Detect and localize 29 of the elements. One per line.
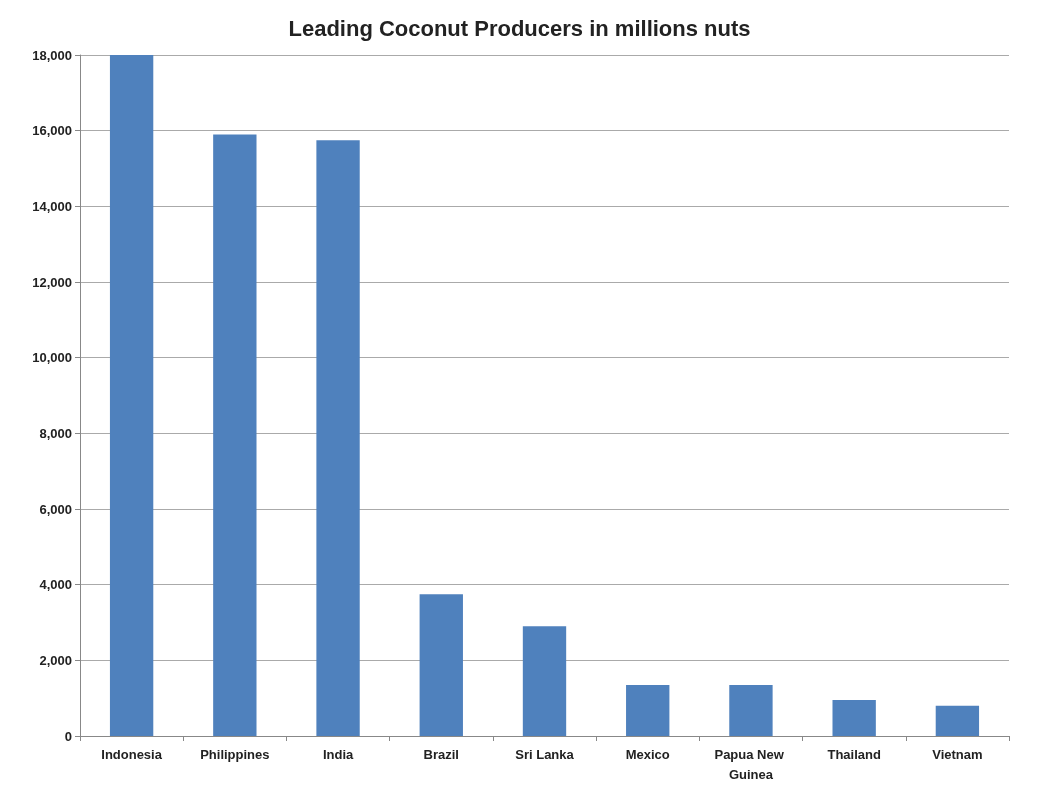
bar — [626, 684, 670, 736]
x-tick-label: Vietnam — [932, 746, 983, 762]
x-tick-label: India — [322, 746, 354, 762]
y-tick-label: 8,000 — [39, 425, 72, 441]
y-tick-label: 12,000 — [32, 274, 72, 290]
bar — [522, 626, 567, 736]
y-tick-label: 10,000 — [32, 350, 72, 366]
x-tick-label: Philippines — [200, 746, 270, 762]
chart-title: Leading Coconut Producers in millions nuts — [288, 15, 751, 41]
x-tick-label: Sri Lanka — [515, 746, 575, 762]
y-tick-label: 14,000 — [32, 198, 72, 214]
bar — [419, 594, 463, 736]
bar — [935, 705, 980, 736]
y-tick-label: 0 — [64, 728, 72, 744]
y-tick-label: 6,000 — [39, 501, 72, 517]
bar — [832, 700, 876, 736]
x-tick-label: Indonesia — [101, 746, 163, 762]
x-tick-label: Papua New Guinea — [714, 746, 788, 782]
bar — [109, 55, 154, 736]
y-tick-label: 16,000 — [32, 123, 72, 139]
y-tick-label: 2,000 — [39, 652, 72, 668]
y-tick-label: 4,000 — [39, 577, 72, 593]
bar — [729, 684, 773, 736]
x-tick-label: Brazil — [423, 746, 459, 762]
bar — [316, 140, 360, 736]
x-tick-label: Thailand — [827, 746, 881, 762]
y-tick-label: 18,000 — [32, 47, 72, 63]
x-tick-label: Mexico — [625, 746, 670, 762]
bar — [213, 134, 257, 736]
